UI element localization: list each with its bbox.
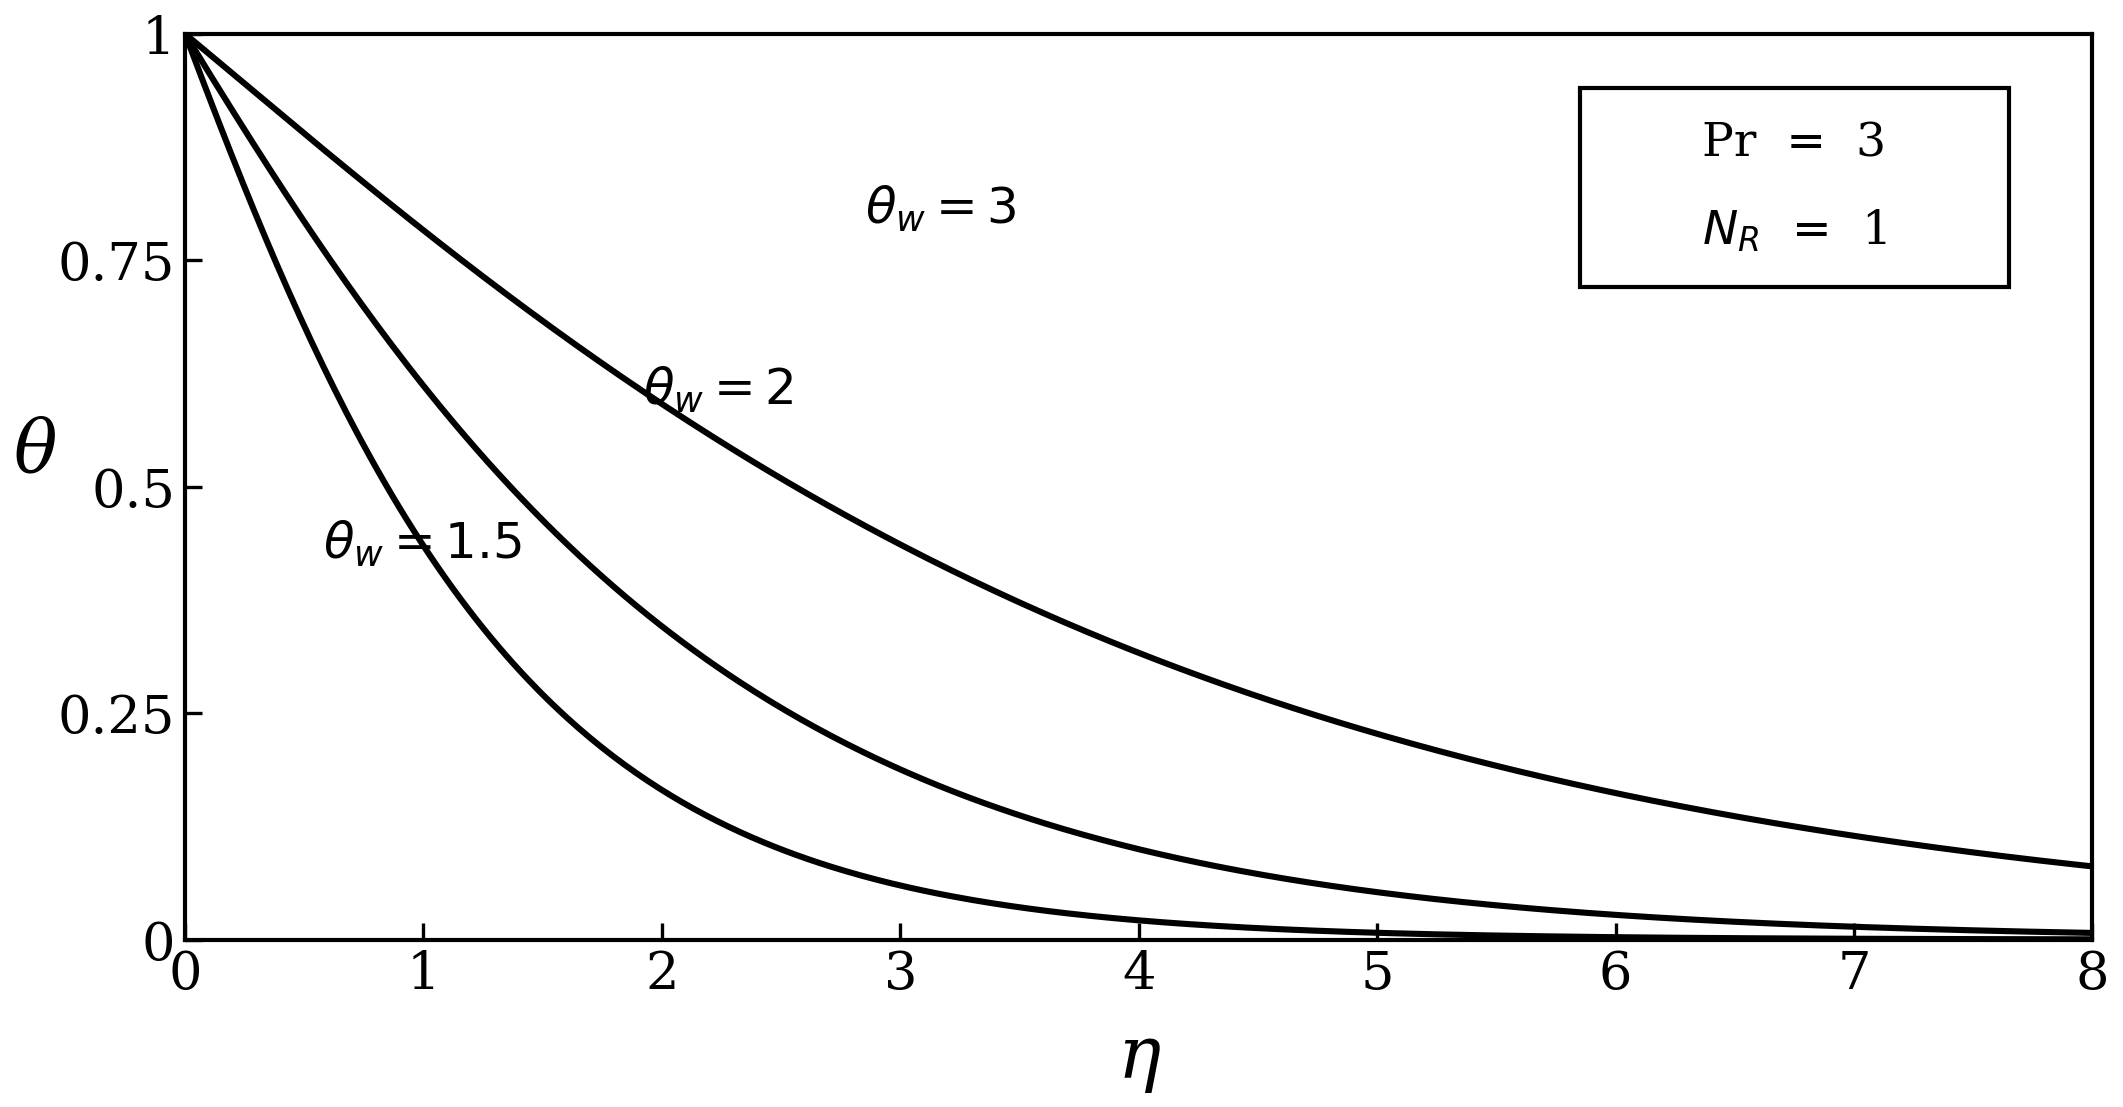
FancyBboxPatch shape — [1580, 89, 2008, 288]
Text: $\theta_w = 1.5$: $\theta_w = 1.5$ — [323, 520, 522, 570]
X-axis label: η: η — [1117, 1023, 1161, 1093]
Text: Pr  =  3: Pr = 3 — [1703, 122, 1887, 167]
Text: $\theta_w = 3$: $\theta_w = 3$ — [864, 185, 1017, 235]
Text: $N_R$  =  1: $N_R$ = 1 — [1703, 208, 1887, 255]
Text: $\theta_w = 2$: $\theta_w = 2$ — [643, 366, 794, 416]
Y-axis label: θ: θ — [15, 416, 57, 487]
